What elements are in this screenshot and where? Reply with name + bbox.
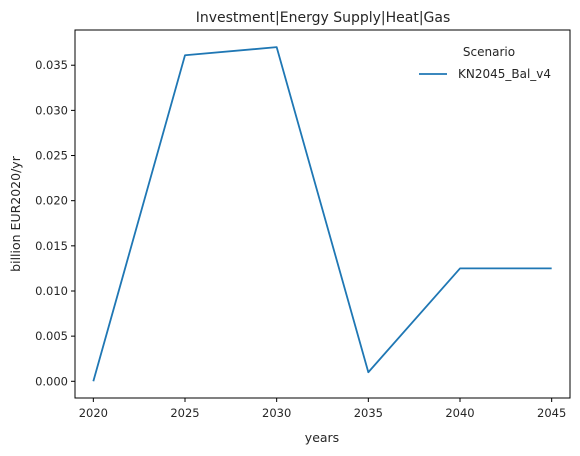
y-tick-label: 0.010: [35, 284, 68, 298]
y-tick-label: 0.005: [35, 329, 68, 343]
x-tick-label: 2035: [354, 406, 383, 420]
y-axis-title: billion EUR2020/yr: [8, 155, 23, 272]
data-point: [275, 46, 278, 49]
x-axis-title: years: [305, 430, 339, 445]
y-tick-label: 0.030: [35, 103, 68, 117]
x-tick-label: 2025: [170, 406, 199, 420]
y-tick-label: 0.020: [35, 194, 68, 208]
data-point: [92, 380, 95, 383]
y-tick-label: 0.015: [35, 239, 68, 253]
x-tick-label: 2030: [262, 406, 291, 420]
plot-area-frame: [74, 29, 571, 399]
x-tick-label: 2045: [537, 406, 566, 420]
legend-title: Scenario: [463, 45, 515, 59]
y-tick-label: 0.035: [35, 58, 68, 72]
y-tick-label: 0.000: [35, 374, 68, 388]
x-axis: 2020 2025 2030 2035 2040 2045: [79, 398, 566, 420]
series-layer: [92, 46, 553, 383]
data-point: [184, 54, 187, 57]
chart-title: Investment|Energy Supply|Heat|Gas: [196, 10, 451, 26]
y-tick-label: 0.025: [35, 149, 68, 163]
series-line: [92, 46, 552, 382]
x-tick-label: 2040: [445, 406, 474, 420]
data-point: [459, 267, 462, 270]
y-axis: 0.000 0.005 0.010 0.015 0.020 0.025 0.030 0.035: [35, 58, 75, 388]
data-point: [550, 267, 553, 270]
legend: Scenario KN2045_Bal_v4: [419, 45, 551, 81]
legend-entry-label: KN2045_Bal_v4: [458, 67, 551, 81]
data-point: [367, 371, 370, 374]
x-tick-label: 2020: [79, 406, 108, 420]
